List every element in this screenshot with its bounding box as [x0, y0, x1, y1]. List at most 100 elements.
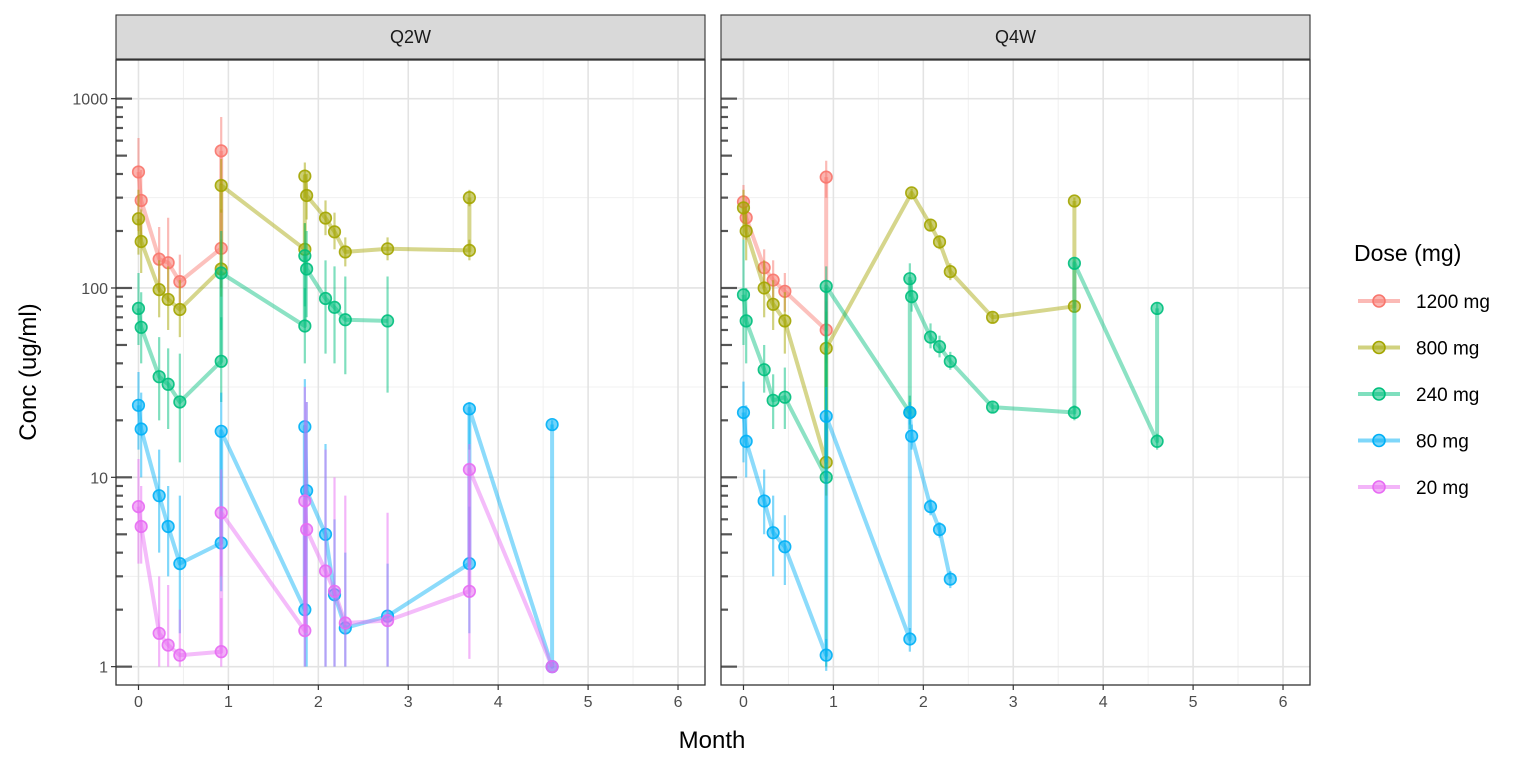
- data-point: [1067, 405, 1081, 420]
- legend-key-point: [1372, 294, 1386, 308]
- data-point: [131, 398, 146, 412]
- data-point: [819, 409, 833, 423]
- legend-item: 80 mg: [1358, 432, 1469, 453]
- data-point: [943, 572, 957, 586]
- x-tick-label: 6: [674, 694, 683, 711]
- facet-panel-q2w: Q2W 0 1 2 3 4 5 6 1 10 100 1000: [72, 14, 706, 711]
- data-point: [134, 234, 148, 249]
- facet-strip: [720, 14, 1311, 60]
- data-point: [1150, 434, 1164, 448]
- data-point: [327, 584, 342, 598]
- legend-key-point: [1372, 480, 1386, 494]
- data-point: [985, 310, 1000, 324]
- data-point: [214, 354, 228, 368]
- data-point: [739, 314, 753, 328]
- legend-label: 20 mg: [1416, 478, 1469, 499]
- x-tick-label: 0: [134, 694, 143, 711]
- x-tick-label: 5: [1189, 694, 1198, 711]
- data-point: [1067, 194, 1081, 208]
- data-point: [152, 489, 166, 503]
- data-point: [905, 290, 919, 304]
- data-point: [214, 424, 228, 438]
- data-point: [462, 462, 477, 477]
- data-point: [766, 297, 780, 311]
- data-point: [214, 144, 228, 158]
- legend-item: 800 mg: [1358, 339, 1479, 360]
- data-point: [134, 320, 148, 334]
- data-point: [819, 470, 833, 484]
- series-line: [136, 174, 472, 312]
- data-point: [338, 313, 352, 327]
- x-tick-label: 2: [314, 694, 323, 711]
- legend-label: 800 mg: [1416, 339, 1479, 360]
- data-point: [300, 522, 314, 537]
- data-point: [298, 319, 312, 333]
- panel-background: [116, 60, 705, 685]
- data-point: [338, 616, 352, 630]
- x-tick-label: 1: [829, 694, 838, 711]
- data-point: [152, 283, 166, 297]
- legend-item: 20 mg: [1358, 478, 1469, 499]
- data-point: [819, 279, 833, 293]
- legend-title: Dose (mg): [1354, 240, 1461, 266]
- data-point: [778, 540, 792, 554]
- x-tick-label: 4: [1099, 694, 1108, 711]
- data-point: [766, 393, 780, 407]
- data-point: [819, 170, 833, 184]
- x-tick-label: 6: [1279, 694, 1288, 711]
- data-point: [173, 302, 187, 317]
- data-point: [903, 405, 917, 420]
- data-point: [134, 193, 148, 208]
- legend-key-point: [1372, 340, 1386, 355]
- data-point: [903, 632, 917, 646]
- data-point: [462, 243, 477, 257]
- facet-strip-label: Q2W: [390, 27, 431, 47]
- data-point: [131, 212, 146, 226]
- series-240-mg: [131, 223, 395, 463]
- series-80-mg: [736, 381, 957, 671]
- data-point: [214, 178, 228, 193]
- data-point: [985, 400, 1000, 414]
- y-tick-label: 1: [99, 660, 108, 677]
- legend-item: 1200 mg: [1358, 292, 1490, 313]
- y-tick-label: 100: [81, 281, 108, 298]
- data-point: [736, 405, 751, 420]
- data-point: [739, 224, 753, 238]
- data-point: [318, 564, 333, 578]
- data-point: [318, 211, 333, 225]
- data-point: [932, 340, 947, 354]
- x-tick-label: 1: [224, 694, 233, 711]
- data-point: [131, 165, 146, 179]
- data-point: [298, 494, 312, 508]
- data-point: [757, 363, 771, 377]
- legend-item: 240 mg: [1358, 385, 1479, 406]
- data-point: [1067, 256, 1081, 270]
- data-point: [932, 235, 947, 249]
- data-point: [131, 500, 146, 514]
- facet-strip-label: Q4W: [995, 27, 1036, 47]
- data-point: [905, 186, 919, 200]
- data-point: [338, 245, 352, 259]
- panel-background: [721, 60, 1310, 685]
- legend-key-point: [1372, 433, 1386, 448]
- data-point: [739, 434, 753, 448]
- data-point: [1150, 301, 1164, 316]
- data-point: [131, 301, 146, 316]
- legend-key-point: [1372, 387, 1386, 401]
- data-point: [380, 614, 395, 628]
- data-point: [152, 626, 166, 640]
- data-point: [923, 330, 938, 344]
- data-point: [380, 242, 395, 256]
- data-point: [327, 225, 342, 239]
- data-point: [298, 249, 312, 263]
- data-point: [545, 417, 559, 432]
- data-point: [462, 191, 477, 205]
- data-point: [327, 300, 342, 314]
- data-point: [778, 314, 792, 328]
- data-point: [462, 584, 477, 598]
- panel-border: [115, 59, 706, 686]
- data-point: [134, 422, 148, 436]
- x-tick-label: 2: [919, 694, 928, 711]
- data-point: [173, 648, 187, 662]
